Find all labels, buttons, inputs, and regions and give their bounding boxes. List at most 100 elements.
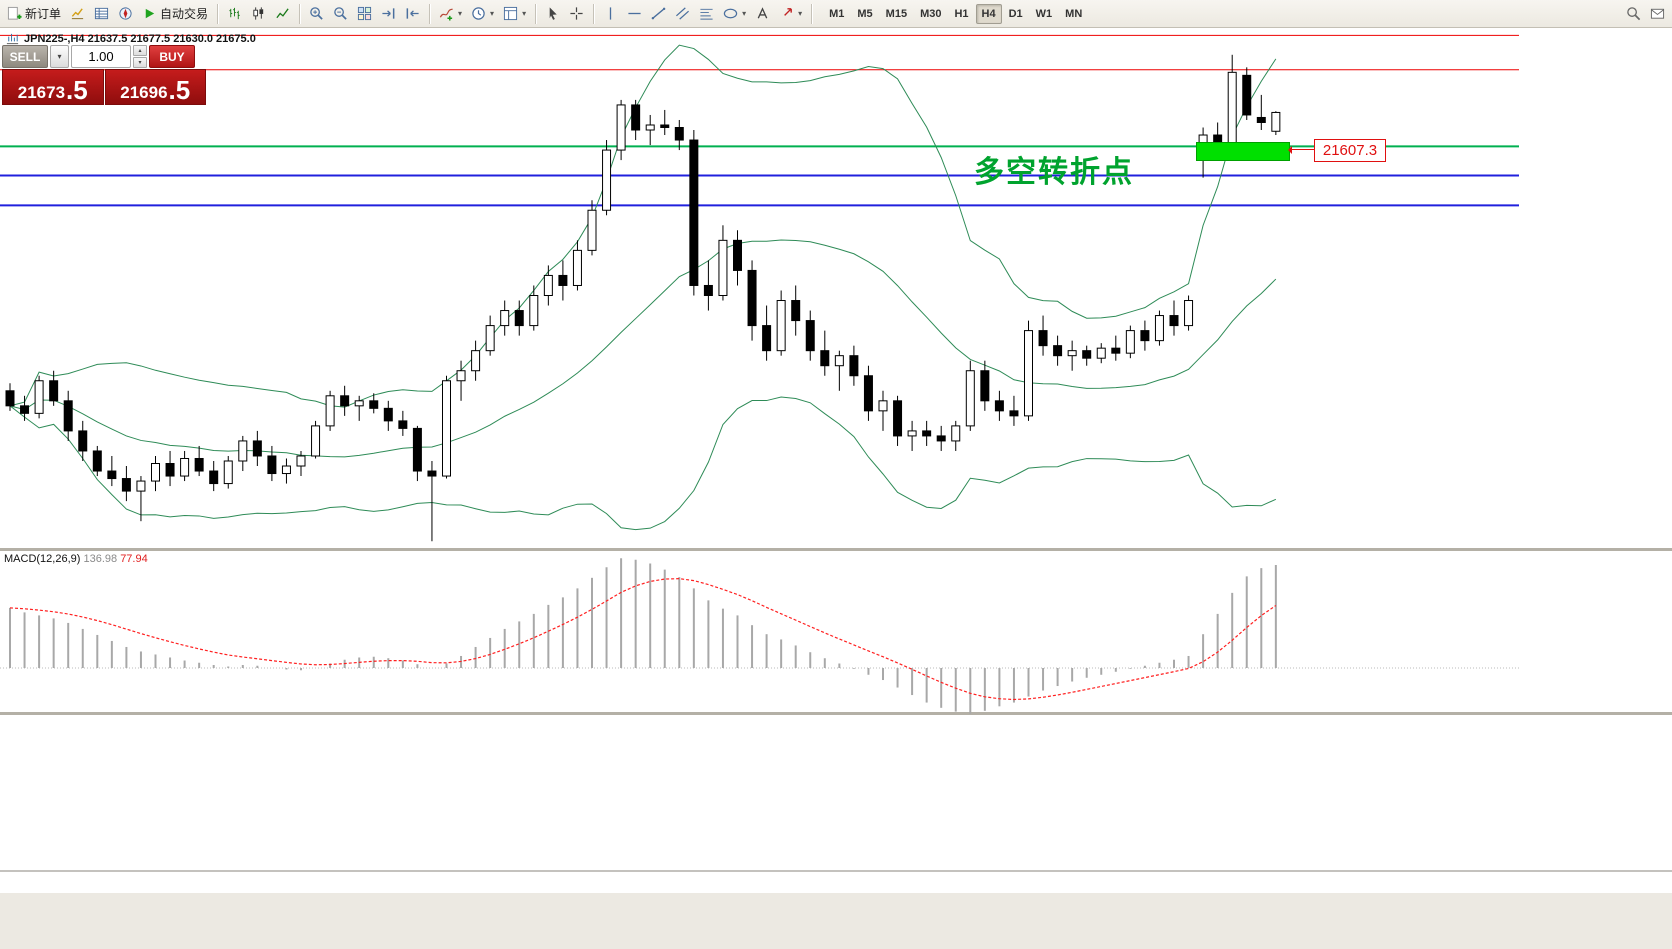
toolbar-separator (811, 3, 813, 24)
templates-icon (503, 6, 518, 21)
auto-scroll-icon (381, 6, 396, 21)
volume-up-button[interactable]: ▴ (133, 45, 147, 56)
volume-input[interactable] (71, 45, 131, 68)
buy-price-int: 21696 (120, 83, 168, 102)
horizontal-line-button[interactable] (623, 3, 646, 24)
new-order-icon (7, 6, 22, 21)
toolbar-separator (217, 3, 219, 24)
timeframe-h4[interactable]: H4 (975, 3, 1002, 24)
indicators-button[interactable]: ▾ (435, 3, 466, 24)
fibonacci-button[interactable] (695, 3, 718, 24)
search-icon (1626, 6, 1641, 21)
periods-icon (471, 6, 486, 21)
timeframe-m1[interactable]: M1 (829, 7, 845, 20)
periods-button[interactable]: ▾ (467, 3, 498, 24)
auto-trading-button[interactable]: 自动交易 (138, 2, 212, 25)
toolbar: 新订单 自动交易 ▾ ▾ ▾ ▾ ▾ M1 M5 M15 M30 H1 H4 D1 W1 MN (0, 0, 1672, 28)
highlight-rectangle[interactable] (1196, 142, 1290, 161)
trendline-icon (651, 6, 666, 21)
chart-canvas[interactable]: MACD(12,26,9) 136.98 77.94 (0, 28, 1672, 949)
candlestick-chart-button[interactable] (247, 3, 270, 24)
auto-trading-label: 自动交易 (160, 7, 209, 21)
sell-price-frac: .5 (66, 74, 88, 105)
timeframe-mn[interactable]: MN (1065, 7, 1083, 20)
zoom-out-icon (333, 6, 348, 21)
macd-signal-line (9, 578, 1277, 701)
one-click-trading-panel: SELL ▾ ▴▾ BUY 21673.5 21696.5 (2, 45, 206, 105)
symbol-chart-icon (5, 31, 20, 46)
mailbox-button[interactable] (1646, 3, 1669, 24)
symbol-ohlc-text: JPN225-,H4 21637.5 21677.5 21630.0 21675… (24, 32, 256, 45)
navigator-button[interactable] (114, 3, 137, 24)
data-window-icon (94, 6, 109, 21)
text-button[interactable] (751, 3, 774, 24)
timeframe-h1[interactable]: H1 (954, 7, 969, 20)
auto-scroll-button[interactable] (377, 3, 400, 24)
symbol-ohlc-header: JPN225-,H4 21637.5 21677.5 21630.0 21675… (5, 31, 256, 46)
volume-down-button[interactable]: ▾ (133, 57, 147, 68)
cursor-button[interactable] (541, 3, 564, 24)
buy-price-frac: .5 (168, 74, 191, 105)
bollinger-bands (9, 44, 1277, 531)
chevron-down-icon: ▾ (490, 9, 495, 18)
buy-price-button[interactable]: 21696.5 (104, 69, 206, 105)
new-order-button[interactable]: 新订单 (3, 2, 65, 25)
line-chart-icon (275, 6, 290, 21)
cursor-icon (545, 6, 560, 21)
tile-windows-icon (357, 6, 372, 21)
toolbar-separator (429, 3, 431, 24)
vertical-line-button[interactable] (599, 3, 622, 24)
arrows-icon (779, 6, 794, 21)
market-watch-icon (70, 6, 85, 21)
templates-button[interactable]: ▾ (499, 3, 530, 24)
mailbox-icon (1650, 6, 1665, 21)
horizontal-line-icon (627, 6, 642, 21)
chevron-down-icon: ▾ (798, 9, 803, 18)
chart-shift-button[interactable] (401, 3, 424, 24)
trade-panel-prices: 21673.5 21696.5 (2, 69, 206, 105)
shapes-button[interactable]: ▾ (719, 3, 750, 24)
timeframe-m5[interactable]: M5 (857, 7, 873, 20)
timeframe-m30[interactable]: M30 (920, 7, 942, 20)
zoom-in-button[interactable] (305, 3, 328, 24)
text-icon (755, 6, 770, 21)
chart-shift-icon (405, 6, 420, 21)
line-chart-button[interactable] (271, 3, 294, 24)
tile-windows-button[interactable] (353, 3, 376, 24)
equidistant-channel-icon (675, 6, 690, 21)
bars-chart-button[interactable] (223, 3, 246, 24)
buy-button[interactable]: BUY (149, 45, 195, 68)
zoom-in-icon (309, 6, 324, 21)
candles (5, 54, 1281, 542)
sell-price-int: 21673 (17, 83, 66, 102)
timeframe-m15[interactable]: M15 (885, 7, 908, 20)
vertical-line-icon (603, 6, 618, 21)
candlestick-chart-icon (251, 6, 266, 21)
search-button[interactable] (1622, 3, 1645, 24)
market-watch-button[interactable] (66, 3, 89, 24)
timeframe-w1[interactable]: W1 (1035, 7, 1053, 20)
bars-chart-icon (227, 6, 242, 21)
volume-dropdown-button[interactable]: ▾ (50, 45, 69, 68)
arrows-button[interactable]: ▾ (775, 3, 806, 24)
volume-stepper: ▴ ▾ (133, 45, 147, 68)
macd-histogram (9, 558, 1277, 714)
toolbar-separator (535, 3, 537, 24)
indicators-icon (439, 6, 454, 21)
callout-arrow (1288, 145, 1314, 154)
timeframe-toolbar: M1 M5 M15 M30 H1 H4 D1 W1 MN (823, 3, 1088, 24)
trade-panel-controls: SELL ▾ ▴▾ BUY (2, 45, 206, 68)
navigator-icon (118, 6, 133, 21)
sell-button[interactable]: SELL (2, 45, 48, 68)
chevron-down-icon: ▾ (522, 9, 527, 18)
data-window-button[interactable] (90, 3, 113, 24)
sell-price-button[interactable]: 21673.5 (2, 69, 104, 105)
trendline-button[interactable] (647, 3, 670, 24)
svg-text:MACD(12,26,9) 136.98 77.94: MACD(12,26,9) 136.98 77.94 (4, 553, 148, 565)
crosshair-button[interactable] (565, 3, 588, 24)
zoom-out-button[interactable] (329, 3, 352, 24)
equidistant-channel-button[interactable] (671, 3, 694, 24)
price-callout-label[interactable]: 21607.3 (1314, 139, 1386, 162)
timeframe-d1[interactable]: D1 (1008, 7, 1023, 20)
